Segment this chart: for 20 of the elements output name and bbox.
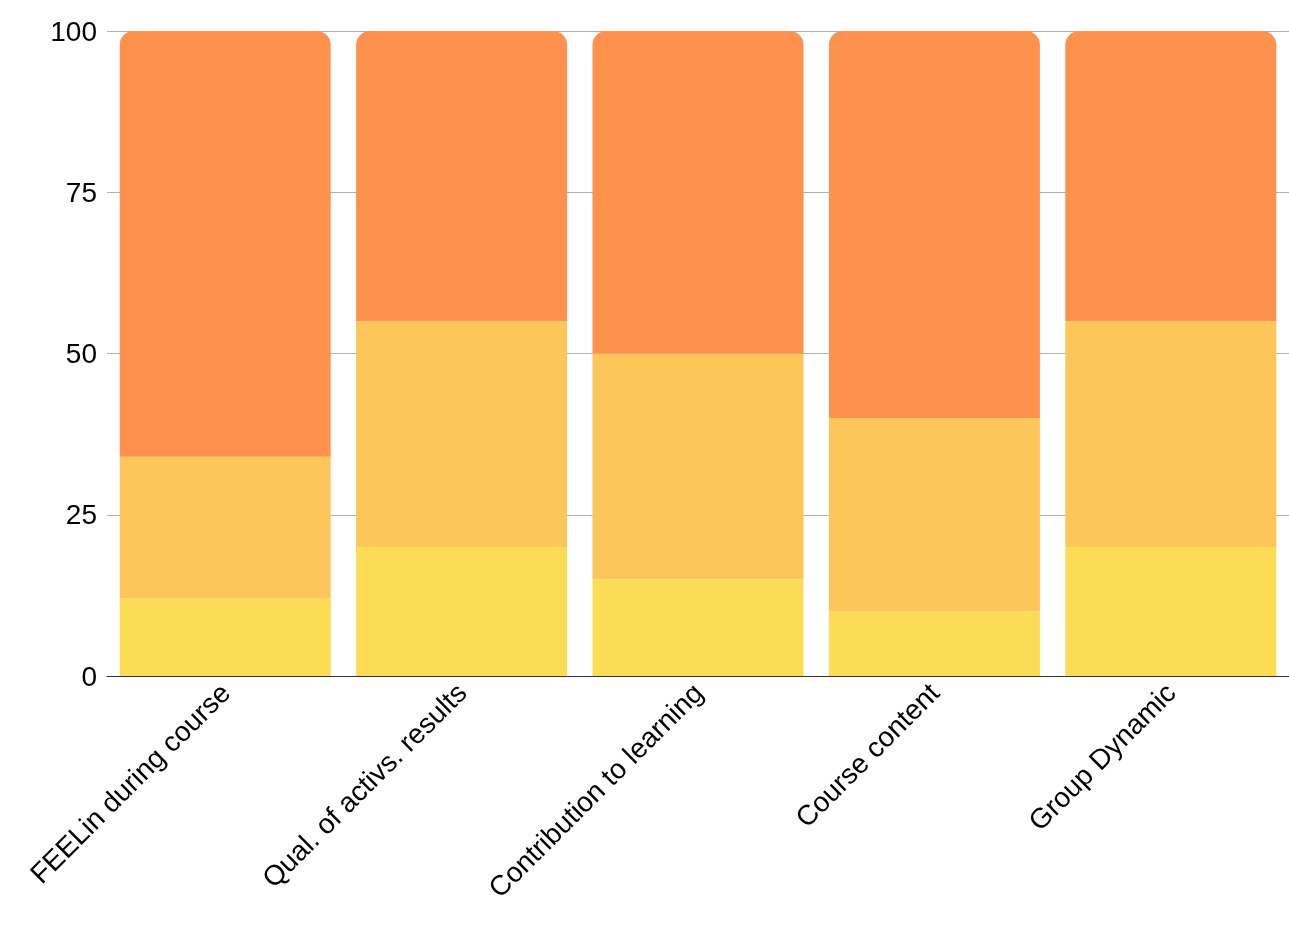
bar: [592, 579, 804, 676]
y-tick-label: 50: [65, 338, 97, 369]
bar: [1065, 31, 1277, 322]
y-tick-label: 100: [50, 15, 97, 47]
bar: [1065, 321, 1277, 547]
bar: [119, 31, 331, 457]
bar: [119, 456, 331, 599]
bar: [828, 31, 1040, 418]
bar: [1065, 547, 1277, 676]
y-tick-label: 0: [81, 660, 97, 692]
bar: [356, 321, 568, 547]
y-tick-label: 75: [65, 176, 97, 208]
bar: [828, 611, 1040, 676]
y-tick-label: 25: [65, 499, 97, 531]
bar: [592, 31, 804, 354]
bar: [356, 31, 568, 322]
bar: [356, 547, 568, 676]
bar: [119, 598, 331, 676]
bar: [592, 353, 804, 580]
bar: [828, 418, 1040, 612]
